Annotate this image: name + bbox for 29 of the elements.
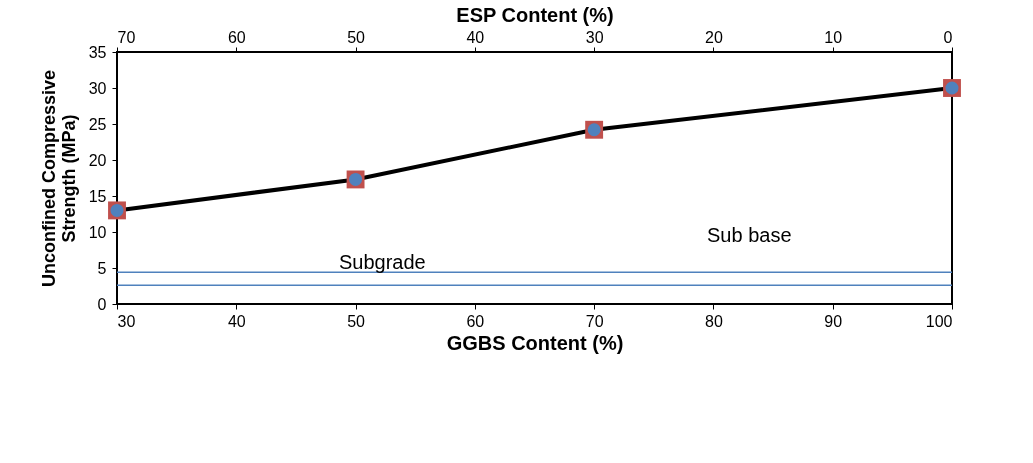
y-tick-label: 10 [88,223,107,241]
x2-tick-label: 40 [466,28,485,46]
x-tick-label: 80 [705,312,723,330]
y-tick-label: 30 [88,79,107,97]
x-tick-label: 100 [925,312,953,330]
y-tick-label: 5 [97,259,107,277]
y-tick-label: 20 [88,151,107,169]
x2-axis-title: ESP Content (%) [456,3,614,26]
y-axis-title: Unconfined Compressive Strength (MPa) [38,69,79,288]
x2-tick-label: 30 [585,28,604,46]
x2-tick-label: 70 [117,28,136,46]
x2-tick-label: 10 [824,28,843,46]
ref-line-label: Sub base [707,224,792,247]
y-tick-label: 35 [88,43,107,61]
x2-tick-label: 50 [347,28,366,46]
x-tick-label: 40 [227,312,246,330]
x2-tick-label: 60 [227,28,246,46]
x-axis-title: GGBS Content (%) [446,331,624,354]
x2-tick-label: 0 [943,28,953,46]
ref-line-label: Subgrade [339,251,426,274]
x-tick-label: 50 [347,312,366,330]
x-tick-label: 60 [466,312,485,330]
y-tick-label: 25 [88,115,107,133]
x-tick-label: 30 [117,312,136,330]
x-tick-label: 90 [824,312,843,330]
x-tick-label: 70 [585,312,604,330]
y-tick-label: 0 [97,295,107,313]
y-tick-label: 15 [88,187,107,205]
x2-tick-label: 20 [705,28,723,46]
